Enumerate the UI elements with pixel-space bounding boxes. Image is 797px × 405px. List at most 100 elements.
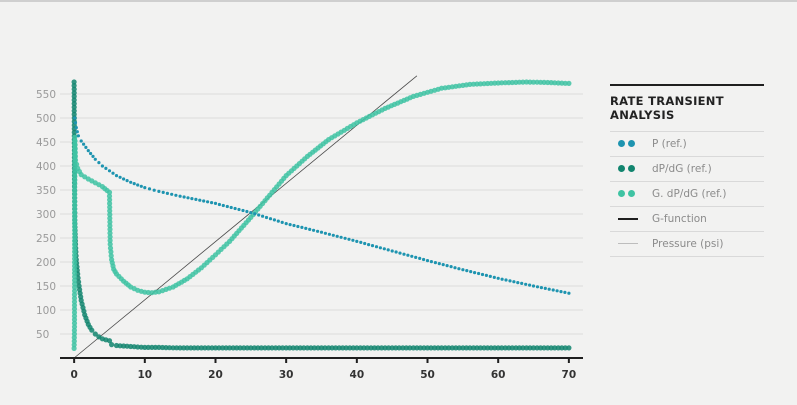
data-point bbox=[74, 126, 78, 130]
data-point bbox=[445, 264, 449, 268]
data-point bbox=[71, 86, 77, 92]
legend-item-dpdg-ref[interactable]: dP/dG (ref.) bbox=[610, 156, 764, 181]
y-tick-label: 100 bbox=[36, 305, 56, 317]
data-point bbox=[82, 142, 86, 146]
data-point bbox=[311, 345, 317, 351]
data-point bbox=[343, 345, 349, 351]
y-tick-label: 350 bbox=[36, 185, 56, 197]
data-point bbox=[500, 277, 504, 281]
data-point bbox=[509, 345, 515, 351]
data-point bbox=[136, 183, 140, 187]
data-point bbox=[72, 267, 78, 273]
data-point bbox=[516, 281, 520, 285]
data-point bbox=[552, 345, 558, 351]
y-tick-label: 450 bbox=[36, 137, 56, 149]
data-point bbox=[107, 234, 113, 240]
data-point bbox=[351, 238, 355, 242]
data-point bbox=[182, 195, 186, 199]
data-point bbox=[339, 235, 343, 239]
data-point bbox=[429, 260, 433, 264]
axes: 50 100 150 200 250 300 350 400 450 500 550 0 10 20 30 4… bbox=[36, 89, 583, 381]
data-point bbox=[72, 195, 78, 201]
series-2 bbox=[71, 79, 572, 351]
data-point bbox=[109, 342, 115, 348]
data-point bbox=[72, 216, 78, 223]
series-0 bbox=[73, 116, 571, 295]
data-point bbox=[72, 199, 78, 205]
legend-item-p-ref[interactable]: P (ref.) bbox=[610, 131, 764, 156]
data-point bbox=[562, 345, 568, 351]
data-point bbox=[72, 138, 78, 144]
data-point bbox=[363, 241, 367, 246]
data-point bbox=[237, 207, 241, 212]
data-point bbox=[152, 188, 156, 192]
data-point bbox=[97, 161, 101, 165]
data-point bbox=[71, 338, 77, 344]
data-point bbox=[276, 219, 280, 223]
legend-item-g-function[interactable]: G-function bbox=[610, 206, 764, 231]
data-point bbox=[72, 142, 78, 148]
data-point bbox=[72, 241, 78, 248]
data-point bbox=[129, 180, 133, 184]
legend-label: Pressure (psi) bbox=[652, 238, 724, 250]
data-point bbox=[367, 243, 371, 247]
p-ref-swatch-icon bbox=[616, 138, 644, 150]
data-point bbox=[378, 246, 382, 250]
data-point bbox=[195, 345, 201, 351]
data-point bbox=[139, 184, 143, 188]
data-point bbox=[480, 272, 485, 277]
data-point bbox=[71, 295, 78, 301]
data-point bbox=[301, 345, 307, 351]
data-point bbox=[504, 278, 508, 282]
data-point bbox=[390, 249, 394, 253]
data-point bbox=[567, 291, 571, 295]
data-point bbox=[107, 241, 113, 247]
g-function-swatch-icon bbox=[616, 213, 644, 225]
data-point bbox=[541, 345, 547, 351]
data-point bbox=[71, 79, 77, 85]
data-point bbox=[217, 202, 221, 207]
data-point bbox=[316, 229, 320, 233]
legend-item-pressure[interactable]: Pressure (psi) bbox=[610, 231, 764, 257]
data-point bbox=[477, 271, 481, 276]
x-tick-label: 10 bbox=[137, 369, 152, 381]
legend-item-g-dpdg-ref[interactable]: G. dP/dG (ref.) bbox=[610, 181, 764, 206]
data-point bbox=[143, 186, 147, 190]
data-point bbox=[72, 213, 78, 219]
data-point bbox=[253, 212, 257, 216]
data-point bbox=[72, 220, 78, 226]
data-point bbox=[386, 248, 390, 252]
data-point bbox=[72, 174, 78, 180]
data-point bbox=[261, 214, 265, 218]
x-tick-label: 20 bbox=[208, 369, 223, 381]
data-point bbox=[107, 212, 113, 218]
data-point bbox=[249, 211, 253, 215]
data-point bbox=[72, 263, 78, 269]
data-point bbox=[72, 157, 79, 163]
data-point bbox=[535, 285, 540, 289]
data-point bbox=[71, 93, 77, 99]
data-point bbox=[418, 256, 422, 260]
data-point bbox=[245, 209, 249, 214]
data-point bbox=[322, 345, 328, 351]
data-point bbox=[508, 279, 512, 283]
x-tick-label: 30 bbox=[279, 369, 294, 381]
data-point bbox=[71, 101, 77, 107]
data-point bbox=[71, 129, 77, 135]
data-point bbox=[530, 79, 537, 85]
data-point bbox=[520, 345, 526, 351]
data-point bbox=[71, 299, 78, 305]
data-point bbox=[512, 280, 516, 284]
data-point bbox=[111, 171, 115, 175]
data-point bbox=[92, 331, 98, 337]
data-point bbox=[194, 197, 198, 201]
data-point bbox=[100, 164, 104, 168]
data-point bbox=[227, 345, 233, 351]
data-point bbox=[296, 224, 300, 229]
data-point bbox=[233, 206, 237, 211]
data-point bbox=[74, 161, 80, 167]
data-point bbox=[89, 151, 93, 156]
data-point bbox=[499, 345, 505, 351]
data-point bbox=[269, 345, 275, 351]
data-point bbox=[469, 270, 473, 274]
